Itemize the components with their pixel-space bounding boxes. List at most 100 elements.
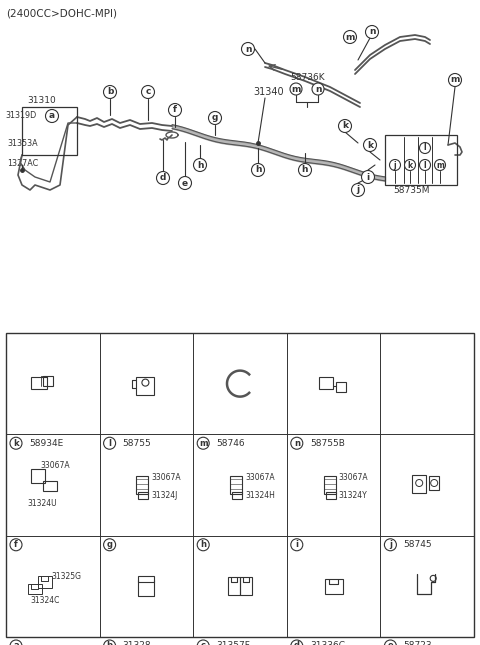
Text: 31324J: 31324J [151, 490, 178, 499]
Text: h: h [255, 166, 261, 175]
Text: m: m [436, 161, 444, 170]
Text: j: j [357, 186, 360, 195]
Circle shape [363, 139, 376, 152]
Bar [230, 476, 242, 494]
Text: m: m [345, 32, 355, 41]
Circle shape [312, 83, 324, 95]
Circle shape [448, 74, 461, 86]
Circle shape [46, 110, 59, 123]
Circle shape [291, 640, 303, 645]
Circle shape [10, 640, 22, 645]
Text: 58755: 58755 [122, 439, 151, 448]
Text: 31319D: 31319D [5, 110, 36, 119]
Bar [319, 377, 333, 389]
Circle shape [338, 119, 351, 132]
Text: d: d [294, 642, 300, 645]
Circle shape [384, 640, 396, 645]
Text: c: c [145, 88, 151, 97]
Text: 58736K: 58736K [290, 73, 324, 82]
Text: n: n [315, 84, 321, 94]
Bar [385, 135, 457, 185]
Text: c: c [201, 642, 206, 645]
Text: 31340: 31340 [253, 87, 284, 97]
Bar [228, 577, 240, 595]
Bar [31, 377, 47, 389]
Bar [232, 492, 242, 499]
Text: i: i [366, 172, 370, 181]
Circle shape [351, 183, 364, 197]
Bar [136, 377, 155, 395]
Text: a: a [49, 112, 55, 121]
Text: k: k [342, 121, 348, 130]
Text: l: l [424, 161, 426, 170]
Circle shape [197, 640, 209, 645]
Text: 33067A: 33067A [41, 461, 71, 470]
Text: 58723: 58723 [403, 642, 432, 645]
Bar [325, 492, 336, 499]
Text: j: j [389, 541, 392, 550]
Text: g: g [212, 114, 218, 123]
Text: 58934E: 58934E [29, 439, 63, 448]
Bar [136, 476, 148, 494]
Text: f: f [14, 541, 18, 550]
Text: h: h [200, 541, 206, 550]
Circle shape [10, 539, 22, 551]
Text: 33067A: 33067A [245, 473, 275, 482]
Bar [138, 492, 148, 499]
Circle shape [365, 26, 379, 39]
Circle shape [156, 172, 169, 184]
Circle shape [104, 437, 116, 449]
Text: 33067A: 33067A [151, 473, 181, 482]
Text: a: a [13, 642, 19, 645]
Text: g: g [107, 541, 113, 550]
Circle shape [389, 159, 400, 170]
Bar [38, 577, 52, 588]
Bar [324, 579, 343, 594]
Text: i: i [295, 541, 298, 550]
Text: 31324H: 31324H [245, 490, 275, 499]
Text: e: e [182, 179, 188, 188]
Text: 33067A: 33067A [338, 473, 368, 482]
Bar [240, 577, 252, 595]
Text: (2400CC>DOHC-MPI): (2400CC>DOHC-MPI) [6, 9, 117, 19]
Text: k: k [367, 141, 373, 150]
Text: 58755B: 58755B [310, 439, 345, 448]
Bar [412, 475, 426, 493]
Circle shape [290, 83, 302, 95]
Circle shape [434, 159, 445, 170]
Text: n: n [294, 439, 300, 448]
Text: h: h [302, 166, 308, 175]
Text: f: f [173, 106, 177, 115]
Bar [429, 476, 439, 490]
Text: l: l [424, 143, 426, 152]
Text: m: m [291, 84, 300, 94]
Circle shape [179, 177, 192, 190]
Circle shape [384, 539, 396, 551]
Circle shape [208, 112, 221, 124]
Circle shape [420, 159, 431, 170]
Text: 31324U: 31324U [28, 499, 58, 508]
Text: 31325G: 31325G [52, 572, 82, 581]
Bar [43, 375, 53, 386]
Bar [336, 382, 346, 392]
Circle shape [168, 103, 181, 117]
Circle shape [420, 143, 431, 154]
Bar [43, 481, 57, 491]
Text: j: j [394, 161, 396, 170]
Circle shape [361, 170, 374, 183]
Bar [22, 107, 77, 155]
Text: 31328: 31328 [122, 642, 151, 645]
Bar [28, 584, 42, 595]
Text: 58745: 58745 [403, 541, 432, 550]
Text: 58746: 58746 [216, 439, 245, 448]
Bar [31, 469, 45, 483]
Text: e: e [387, 642, 393, 645]
Text: l: l [108, 439, 111, 448]
Text: k: k [13, 439, 19, 448]
Circle shape [142, 86, 155, 99]
Bar [6, 333, 474, 637]
Text: b: b [107, 88, 113, 97]
Text: 31353A: 31353A [7, 139, 37, 148]
Text: n: n [245, 45, 251, 54]
Circle shape [104, 539, 116, 551]
